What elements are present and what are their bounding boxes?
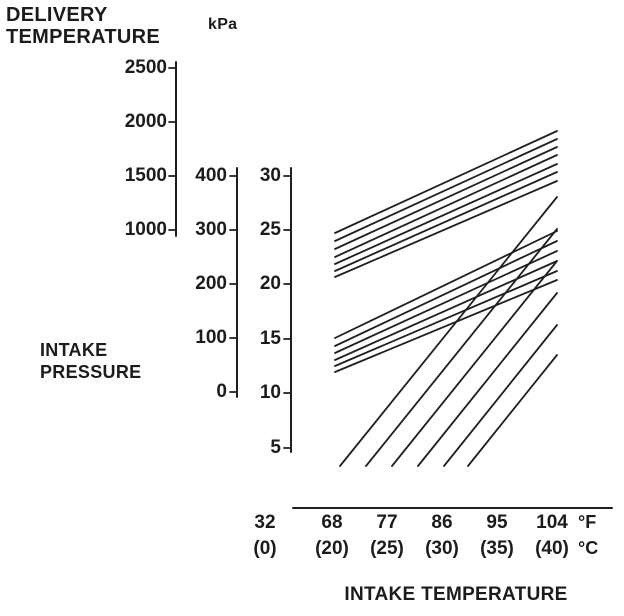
middle-band-line: [334, 230, 558, 339]
x-tick-label-f: 32: [254, 512, 276, 533]
y-tick-label: 2500: [124, 57, 167, 78]
y-tick-label: 15: [259, 328, 281, 349]
y-tick-label: 10: [259, 382, 281, 403]
lower-band-line: [417, 292, 558, 467]
y-tick-label: 1000: [124, 219, 167, 240]
kpa-unit-label: kPa: [208, 16, 238, 33]
x-tick-label-c: (20): [315, 538, 349, 559]
middle-band-line: [334, 240, 558, 347]
x-axis-unit-f: °F: [578, 512, 597, 532]
y-tick-label: 25: [259, 219, 281, 240]
upper-band-line: [334, 171, 558, 272]
y-tick-label: 1500: [124, 165, 167, 186]
x-tick-label-f: 77: [376, 512, 398, 533]
y-tick-label: 300: [195, 219, 227, 240]
x-tick-label-f: 86: [431, 512, 453, 533]
x-tick-label-c: (40): [535, 538, 569, 559]
upper-band-line: [334, 130, 558, 234]
intake-pressure-label: INTAKE PRESSURE: [40, 340, 142, 382]
y-tick-label: 0: [216, 381, 227, 402]
y-tick-label: 100: [195, 327, 227, 348]
middle-band-line: [334, 250, 558, 354]
x-tick-label-f: 68: [321, 512, 343, 533]
y-tick-label: 30: [259, 165, 281, 186]
upper-band-line: [334, 163, 558, 265]
upper-band-line: [334, 180, 558, 278]
lower-band-line: [365, 228, 558, 467]
x-tick-label-f: 95: [486, 512, 508, 533]
x-tick-label-c: (25): [370, 538, 404, 559]
lower-band-line: [467, 354, 558, 467]
delivery-temperature-label: DELIVERY TEMPERATURE: [6, 4, 161, 49]
x-tick-label-c: (30): [425, 538, 459, 559]
y-tick-label: 400: [195, 165, 227, 186]
upper-band-line: [334, 138, 558, 242]
lower-band-line: [443, 324, 558, 467]
y-tick-label: 200: [195, 273, 227, 294]
y-tick-label: 20: [259, 273, 281, 294]
lower-band-line: [339, 196, 558, 467]
intake-temperature-label: INTAKE TEMPERATURE: [344, 584, 568, 605]
middle-band-line: [334, 260, 558, 361]
middle-band-line: [334, 270, 558, 367]
upper-band-line: [334, 146, 558, 250]
x-tick-label-f: 104: [536, 512, 568, 533]
x-axis-unit-c: °C: [578, 538, 599, 558]
upper-band-line: [334, 154, 558, 258]
x-tick-label-c: (35): [480, 538, 514, 559]
middle-band-line: [334, 279, 558, 373]
x-tick-label-c: (0): [253, 538, 277, 559]
y-tick-label: 2000: [124, 111, 167, 132]
y-tick-label: 5: [270, 437, 281, 458]
lower-band-line: [391, 260, 558, 467]
